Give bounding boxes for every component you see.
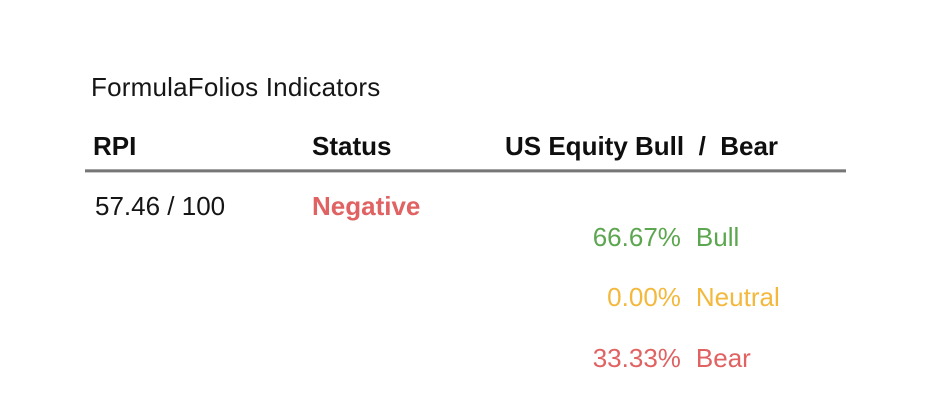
breakdown-row-bear: 33.33% Bear <box>460 312 751 405</box>
rpi-value: 57.46 / 100 <box>95 191 226 221</box>
bear-label: Bear <box>695 343 751 373</box>
column-header-status: Status <box>312 131 392 161</box>
column-header-bull-bear: US Equity Bull / Bear <box>505 131 779 161</box>
breakdown-row-neutral: 0.00% Neutral <box>460 251 780 344</box>
bear-percent: 33.33% <box>592 343 681 373</box>
breakdown-row-bull: 66.67% Bull <box>460 191 740 284</box>
status-value: Negative <box>312 191 421 221</box>
widget-title: FormulaFolios Indicators <box>91 72 381 102</box>
header-divider <box>85 169 846 172</box>
neutral-label: Neutral <box>695 282 780 312</box>
column-header-rpi: RPI <box>93 131 137 161</box>
bull-label: Bull <box>695 222 740 252</box>
bull-percent: 66.67% <box>592 222 681 252</box>
neutral-percent: 0.00% <box>607 282 681 312</box>
